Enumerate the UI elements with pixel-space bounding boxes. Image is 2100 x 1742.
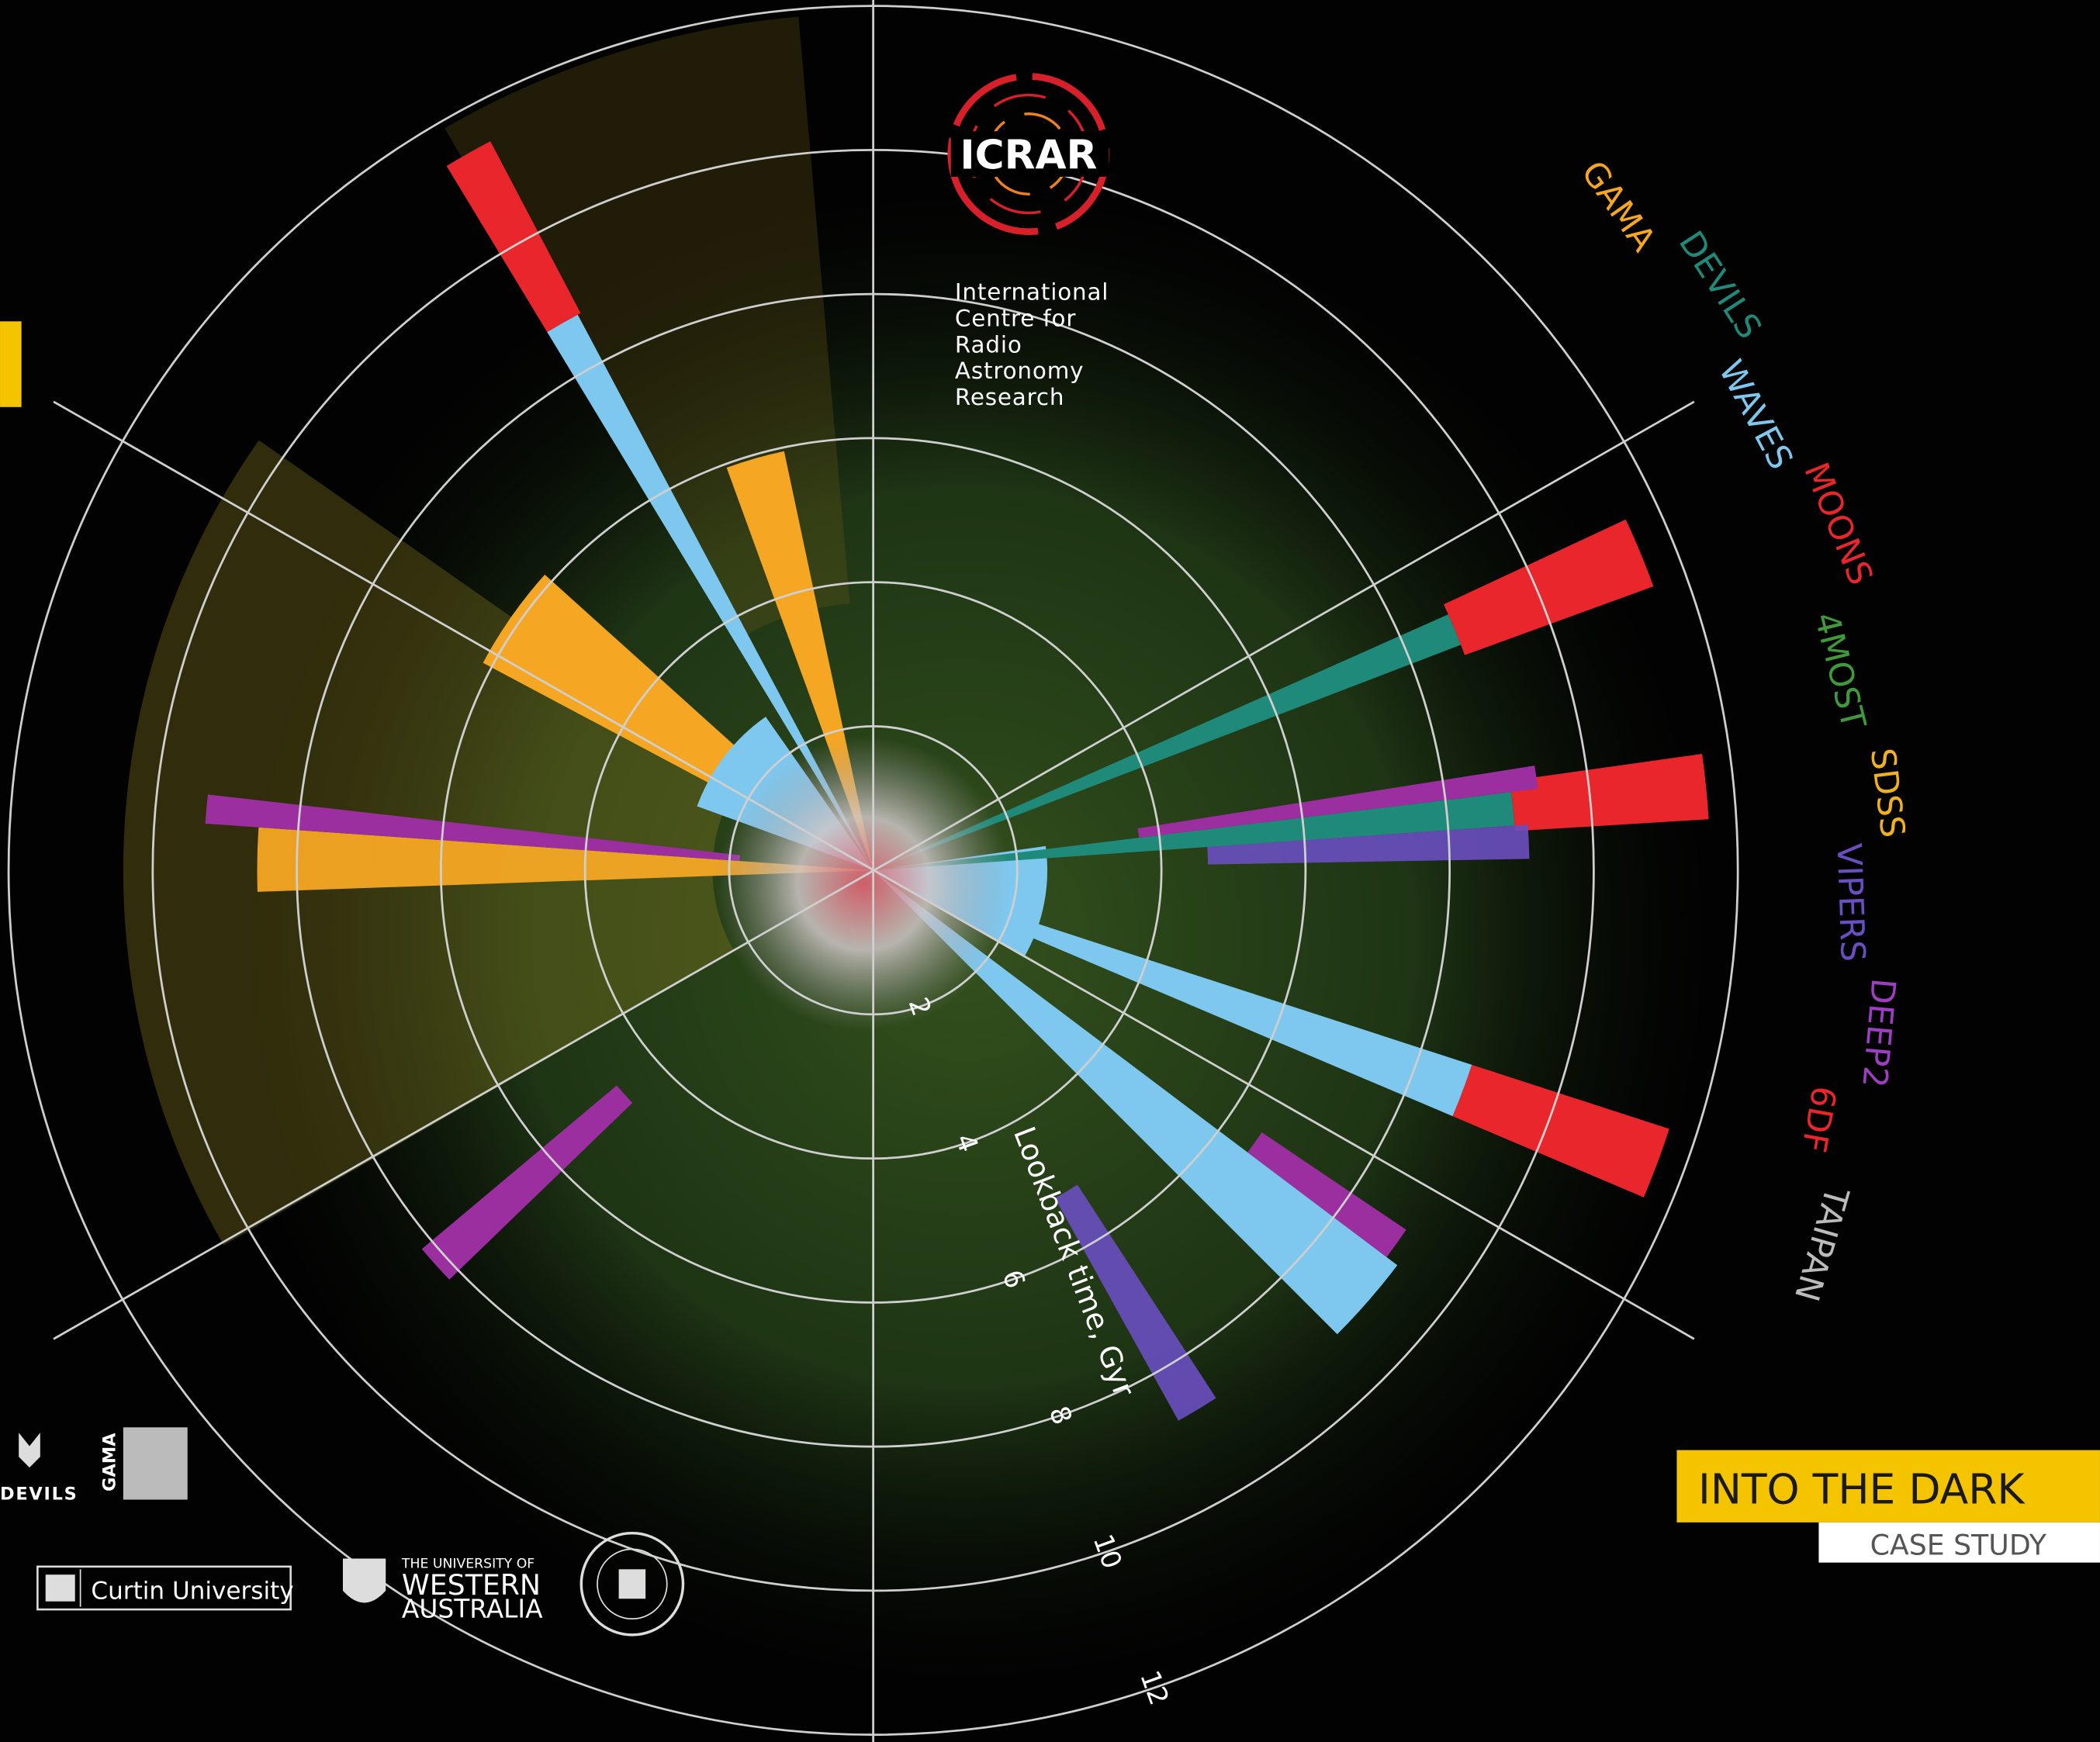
subtitle: CASE STUDY bbox=[1870, 1528, 2047, 1561]
title: INTO THE DARK bbox=[1698, 1465, 2026, 1514]
logo-line: International bbox=[955, 279, 1109, 306]
page: {"logo": {"name": "ICRAR", "lines": ["In… bbox=[0, 0, 2100, 1742]
logo-name: ICRAR bbox=[960, 133, 1097, 179]
survey-label: VIPERS bbox=[1829, 842, 1872, 963]
logo-line: Astronomy bbox=[955, 358, 1084, 384]
gama-icon bbox=[123, 1427, 188, 1499]
devils-logo: DEVILS bbox=[0, 1485, 78, 1505]
gama-logo: GAMA bbox=[99, 1433, 119, 1491]
uwa-line: AUSTRALIA bbox=[402, 1594, 543, 1623]
logo-line: Research bbox=[955, 384, 1064, 410]
curtin-logo: Curtin University bbox=[91, 1577, 293, 1605]
logo-line: Centre for bbox=[955, 306, 1076, 332]
curtin-icon bbox=[46, 1574, 75, 1602]
cover: Lookback time, Gyr ICRAR InternationalCe… bbox=[0, 0, 2100, 1742]
uwa-crest bbox=[343, 1558, 386, 1602]
logo-line: Radio bbox=[955, 331, 1022, 358]
wa-seal-crest bbox=[619, 1569, 646, 1599]
body: Lookback time, Gyr ICRAR InternationalCe… bbox=[0, 0, 2100, 1742]
accent-bar bbox=[0, 321, 22, 406]
